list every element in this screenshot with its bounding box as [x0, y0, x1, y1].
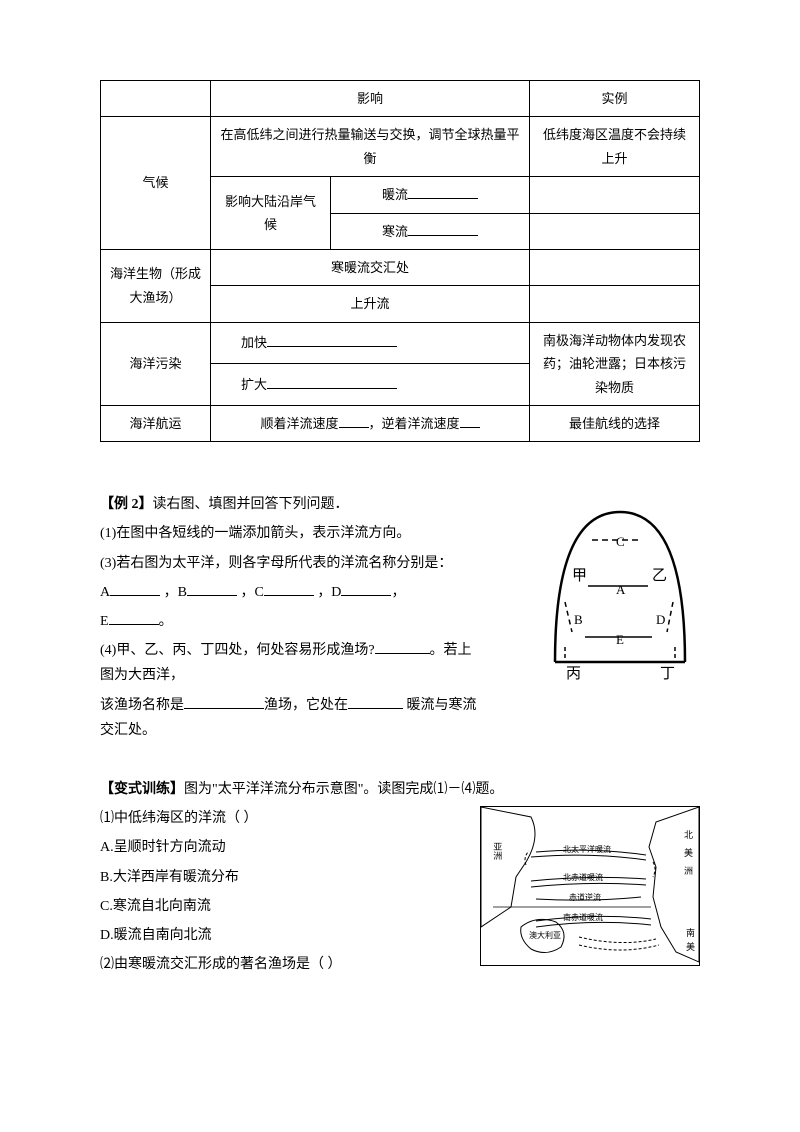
example2-q3-e: E。	[100, 609, 480, 634]
cell-heat-example: 低纬度海区温度不会持续上升	[530, 117, 700, 177]
svg-text:甲: 甲	[572, 568, 587, 584]
svg-text:B: B	[574, 612, 583, 627]
variant-section: 【变式训练】图为"太平洋洋流分布示意图"。读图完成⑴－⑷题。 亚洲 北 美 洲 …	[100, 777, 700, 981]
example2-q1: (1)在图中各短线的一端添加箭头，表示洋流方向。	[100, 521, 480, 546]
row-marine-label: 海洋生物（形成大渔场）	[101, 249, 211, 322]
example-2-section: C 甲 乙 A B D E 丙 丁 【例 2】读右图、填图并回答下列问题． (1…	[100, 492, 700, 747]
influence-table: 影响 实例 气候 在高低纬之间进行热量输送与交换，调节全球热量平衡 低纬度海区温…	[100, 80, 700, 442]
cell-heat-exchange: 在高低纬之间进行热量输送与交换，调节全球热量平衡	[211, 117, 530, 177]
example2-q4: (4)甲、乙、丙、丁四处，何处容易形成渔场?。若上图为大西洋，	[100, 638, 480, 688]
header-influence: 影响	[211, 81, 530, 117]
cell-navigation: 顺着洋流速度，逆着洋流速度	[211, 405, 530, 441]
row-pollution-label: 海洋污染	[101, 322, 211, 405]
cell-pollution-example: 南极海洋动物体内发现农药；油轮泄露；日本核污染物质	[530, 322, 700, 405]
cell-speed-up: 加快	[211, 322, 530, 364]
svg-text:丙: 丙	[566, 666, 581, 682]
variant-optD: D.暖流自南向北流	[100, 923, 480, 948]
variant-title-line: 【变式训练】图为"太平洋洋流分布示意图"。读图完成⑴－⑷题。	[100, 777, 700, 802]
example2-title-line: 【例 2】读右图、填图并回答下列问题．	[100, 492, 480, 517]
variant-optA: A.呈顺时针方向流动	[100, 835, 480, 860]
svg-text:D: D	[656, 612, 665, 627]
variant-optC: C.寒流自北向南流	[100, 894, 480, 919]
cell-expand: 扩大	[211, 364, 530, 406]
example2-q3-blanks: A ，B ，C ，D，	[100, 580, 480, 605]
ocean-diagram-1: C 甲 乙 A B D E 丙 丁	[540, 502, 700, 692]
row-climate-label: 气候	[101, 117, 211, 250]
cell-upwelling: 上升流	[211, 286, 530, 322]
svg-text:E: E	[616, 632, 624, 647]
svg-text:乙: 乙	[652, 568, 667, 584]
svg-text:C: C	[616, 534, 625, 549]
svg-text:丁: 丁	[660, 666, 675, 682]
cell-warm-current: 暖流	[331, 177, 530, 213]
header-example: 实例	[530, 81, 700, 117]
example2-q3: (3)若右图为太平洋，则各字母所代表的洋流名称分别是：	[100, 551, 480, 576]
svg-text:A: A	[616, 582, 626, 597]
pacific-map-diagram: 亚洲 北 美 洲 澳大利亚 南 美 北太平洋暖流 北赤道暖流 赤道逆流 南赤道暖…	[480, 806, 700, 966]
variant-optB: B.大洋西岸有暖流分布	[100, 865, 480, 890]
variant-q1: ⑴中低纬海区的洋流（ ）	[100, 806, 480, 831]
cell-cold-current: 寒流	[331, 213, 530, 249]
cell-coast-label: 影响大陆沿岸气候	[211, 177, 331, 250]
cell-confluence: 寒暖流交汇处	[211, 249, 530, 285]
cell-nav-example: 最佳航线的选择	[530, 405, 700, 441]
variant-q2: ⑵由寒暖流交汇形成的著名渔场是（ ）	[100, 952, 480, 977]
row-navigation-label: 海洋航运	[101, 405, 211, 441]
example2-q4-line2: 该渔场名称是渔场，它处在 暖流与寒流交汇处。	[100, 693, 480, 743]
